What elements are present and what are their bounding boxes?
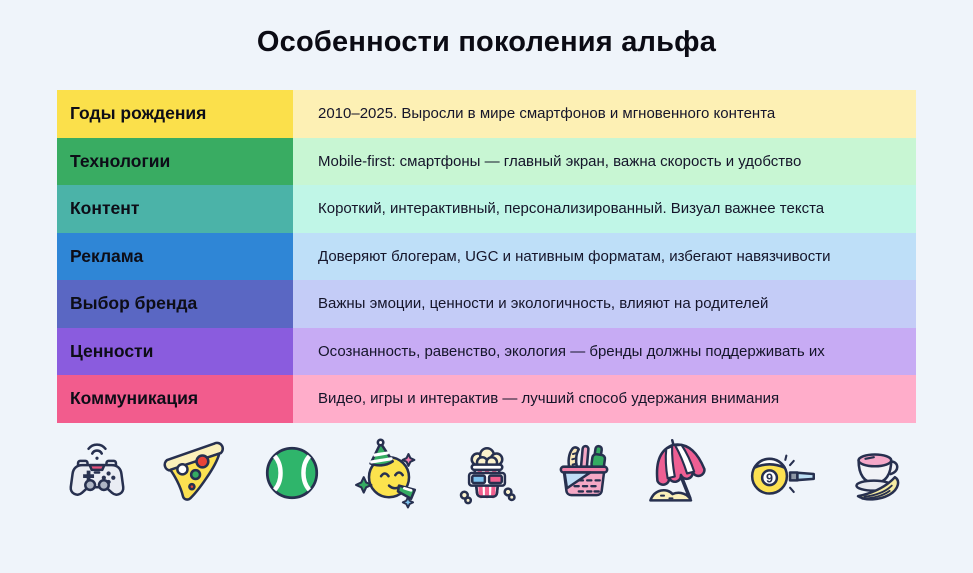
beach-umbrella-icon [641, 430, 723, 516]
table-row: Ценности Осознанность, равенство, эколог… [57, 327, 916, 375]
row-description: Mobile-first: смартфоны — главный экран,… [293, 137, 916, 185]
row-description: Осознанность, равенство, экология — брен… [293, 327, 916, 375]
row-description: Доверяют блогерам, UGC и нативным формат… [293, 232, 916, 280]
icons-row: 9 [56, 430, 918, 516]
row-label: Контент [57, 185, 293, 233]
slide-canvas: Особенности поколения альфа Годы рождени… [0, 26, 973, 573]
table-row: Выбор бренда Важны эмоции, ценности и эк… [57, 280, 916, 328]
tea-cup-icon [836, 430, 918, 516]
tennis-ball-icon [251, 430, 333, 516]
row-label: Ценности [57, 327, 293, 375]
game-controller-icon [56, 430, 138, 516]
feature-table: Годы рождения 2010–2025. Выросли в мире … [57, 90, 916, 423]
row-label: Реклама [57, 232, 293, 280]
pizza-icon [153, 430, 235, 516]
row-label: Годы рождения [57, 90, 293, 138]
billiard-ball-number: 9 [766, 471, 773, 485]
row-description: 2010–2025. Выросли в мире смартфонов и м… [293, 90, 916, 138]
picnic-basket-icon [543, 430, 625, 516]
row-label: Технологии [57, 137, 293, 185]
table-row: Коммуникация Видео, игры и интерактив — … [57, 375, 916, 423]
table-row: Технологии Mobile-first: смартфоны — гла… [57, 137, 916, 185]
row-description: Короткий, интерактивный, персонализирова… [293, 185, 916, 233]
row-label: Коммуникация [57, 375, 293, 423]
party-emoji-icon [348, 430, 430, 516]
table-row: Реклама Доверяют блогерам, UGC и нативны… [57, 232, 916, 280]
popcorn-3d-glasses-icon [446, 430, 528, 516]
table-row: Контент Короткий, интерактивный, персона… [57, 185, 916, 233]
row-description: Важны эмоции, ценности и экологичность, … [293, 280, 916, 328]
row-description: Видео, игры и интерактив — лучший способ… [293, 375, 916, 423]
table-row: Годы рождения 2010–2025. Выросли в мире … [57, 90, 916, 138]
row-label: Выбор бренда [57, 280, 293, 328]
billiards-icon: 9 [738, 430, 820, 516]
page-title: Особенности поколения альфа [256, 26, 717, 58]
